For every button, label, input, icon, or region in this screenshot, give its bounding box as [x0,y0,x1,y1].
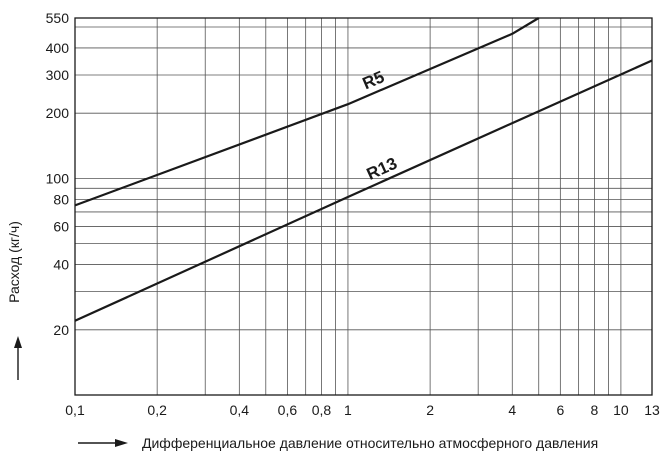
x-tick-label: 0,2 [147,402,167,418]
x-tick-label: 1 [344,402,352,418]
x-tick-label: 2 [426,402,434,418]
x-axis-arrow-icon [78,439,128,447]
series-group [74,17,653,322]
series-line-r5 [74,17,540,207]
x-tick-label: 10 [613,402,629,418]
grid [75,18,652,395]
x-axis-title: Дифференциальное давление относительно а… [142,435,598,451]
plot-frame [74,17,653,396]
x-tick-label: 13 [644,402,660,418]
y-tick-label: 200 [46,105,70,121]
y-axis-title: Расход (кг/ч) [6,221,22,303]
x-tick-label: 0,6 [278,402,298,418]
x-tick-label: 0,1 [65,402,85,418]
x-tick-label: 0,8 [312,402,332,418]
y-tick-label: 40 [53,257,69,273]
y-axis-arrow-icon [14,336,22,380]
x-tick-label: 8 [591,402,599,418]
y-tick-label: 300 [46,67,70,83]
x-tick-label: 6 [556,402,564,418]
y-tick-label: 400 [46,40,70,56]
y-tick-label: 20 [53,322,69,338]
y-tick-labels: 550 400 300 200 100 80 60 40 20 [46,10,70,338]
x-tick-label: 0,4 [230,402,250,418]
y-tick-label: 60 [53,218,69,234]
series-line-r13 [74,59,653,322]
x-tick-label: 4 [508,402,516,418]
y-tick-label: 80 [53,191,69,207]
y-tick-label: 100 [46,170,70,186]
x-tick-labels: 0,1 0,2 0,4 0,6 0,8 1 2 4 6 8 10 13 [65,402,660,418]
y-tick-label: 550 [46,10,70,26]
series-label-r13: R13 [364,154,400,184]
